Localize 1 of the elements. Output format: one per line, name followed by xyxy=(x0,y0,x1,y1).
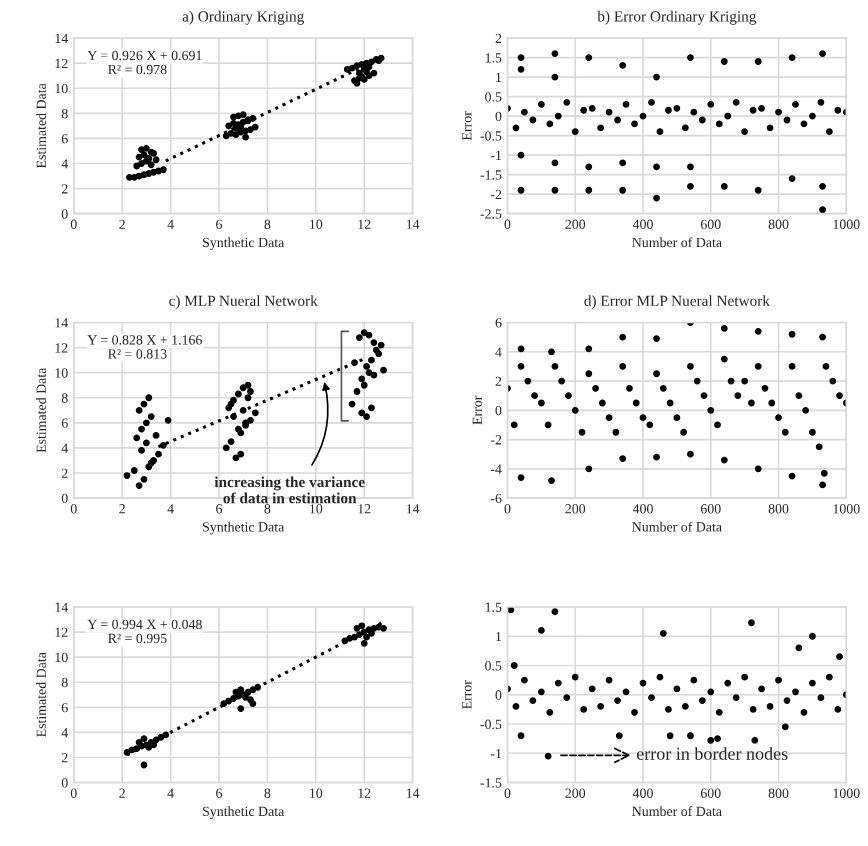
annotation: error in border nodes xyxy=(636,747,788,760)
